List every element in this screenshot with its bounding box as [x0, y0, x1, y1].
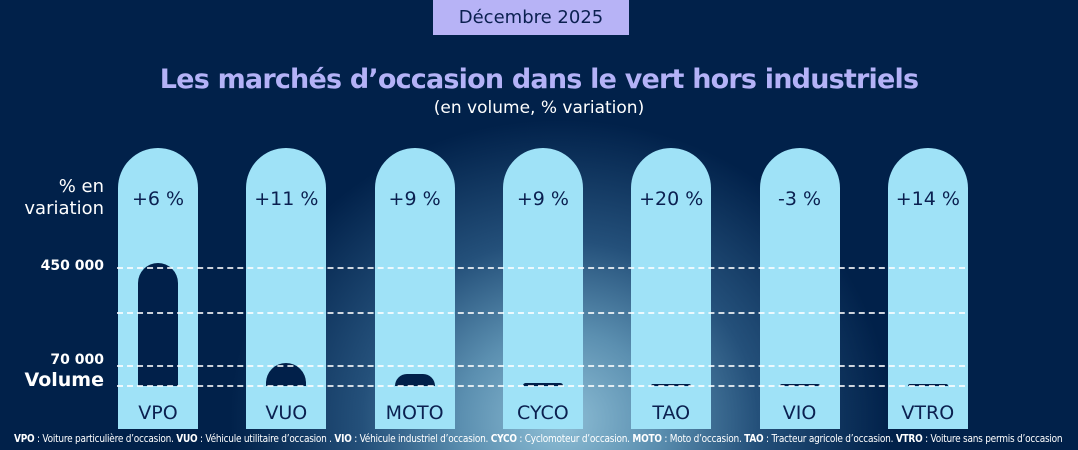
tick-label-450000: 450 000 — [40, 258, 104, 274]
footnote-abbr: VPO — [14, 432, 35, 445]
tick-label-70000: 70 000 — [50, 352, 104, 368]
column-cyco — [502, 148, 583, 429]
footnote-text: : Véhicule utilitaire d’occasion . — [197, 432, 335, 445]
category-label: VPO — [138, 402, 178, 424]
gridline — [117, 267, 965, 269]
variation-label: +9 % — [388, 188, 441, 210]
column-vio — [759, 148, 840, 429]
footnote-text: : Voiture particulière d’occasion. — [34, 432, 177, 445]
footnote-text: : Moto d’occasion. — [661, 432, 745, 445]
bar-vuo — [266, 363, 307, 386]
gridline — [117, 312, 965, 315]
variation-axis-label: % en variation — [24, 176, 104, 219]
footnote-text: : Véhicule industriel d’occasion. — [351, 432, 491, 445]
footnote-abbr: VTRO — [895, 432, 923, 445]
footnote-abbr: TAO — [744, 432, 764, 445]
footnote-abbr: CYCO — [490, 432, 517, 445]
category-label: VUO — [265, 402, 308, 424]
category-label: MOTO — [385, 402, 444, 424]
bar-vpo — [138, 263, 178, 386]
variation-label: +14 % — [895, 188, 960, 210]
category-label: TAO — [652, 402, 691, 424]
variation-label: +9 % — [516, 188, 569, 210]
variation-label: +11 % — [254, 188, 319, 210]
chart-subtitle: (en volume, % variation) — [433, 98, 645, 118]
category-label: CYCO — [517, 402, 569, 424]
column-tao — [631, 148, 712, 429]
legend-footnote: VPO : Voiture particulière d’occasion. V… — [14, 432, 1063, 445]
chart-title: Les marchés d’occasion dans le vert hors… — [159, 64, 919, 95]
variation-label: +20 % — [639, 188, 704, 210]
footnote-text: : Voiture sans permis d’occasion — [922, 432, 1063, 445]
variation-label: +6 % — [131, 188, 185, 210]
footnote-abbr: MOTO — [632, 432, 662, 445]
category-label: VIO — [782, 402, 817, 424]
footnote-text: : Tracteur agricole d’occasion. — [763, 432, 896, 445]
footnote-abbr: VUO — [176, 432, 198, 445]
bar-moto — [394, 374, 435, 386]
category-label: VTRO — [901, 402, 955, 424]
volume-axis-label: Volume — [24, 369, 104, 391]
gridline — [117, 385, 965, 387]
footnote-text: : Cyclomoteur d’occasion. — [516, 432, 633, 445]
bar-cyco — [522, 383, 563, 386]
column-vtro — [887, 148, 968, 429]
variation-label: -3 % — [777, 188, 822, 210]
date-badge: Décembre 2025 — [433, 0, 629, 35]
gridline — [117, 365, 965, 367]
footnote-abbr: VIO — [334, 432, 352, 445]
